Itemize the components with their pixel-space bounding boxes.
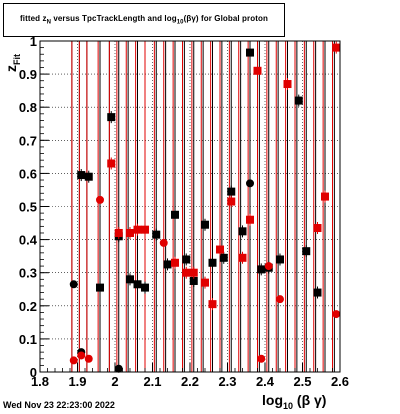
x-axis-label: log10 (β γ) — [262, 392, 327, 411]
grid-lines — [40, 41, 340, 372]
red-data-point — [332, 310, 341, 319]
y-tick-label: 0.7 — [19, 133, 37, 148]
error-bars — [71, 41, 335, 372]
red-data-point — [159, 238, 168, 247]
chart-title: fitted zN versus TpcTrackLength and log1… — [19, 14, 268, 26]
x-tick-label: 1.8 — [31, 374, 49, 389]
y-tick-label: 0.9 — [19, 67, 37, 82]
x-tick-label: 2.6 — [331, 374, 349, 389]
red-data-point — [69, 356, 78, 365]
tick-labels: 1.8 1.9 2 2.1 2.2 2.3 2.4 2.5 2.6 0 0.1 0.2 0.3 0.4 0.… — [19, 34, 349, 389]
data-points — [69, 41, 341, 373]
x-tick-label: 2.4 — [256, 374, 275, 389]
y-tick-label: 0.1 — [19, 332, 37, 347]
y-tick-label: 0.8 — [19, 100, 37, 115]
black-data-point — [246, 179, 254, 188]
x-tick-label: 2.1 — [143, 374, 161, 389]
axis-ticks — [39, 40, 341, 373]
y-tick-label: 0.5 — [19, 200, 37, 215]
red-data-point — [257, 354, 266, 363]
x-tick-label: 1.9 — [68, 374, 86, 389]
y-tick-label: 1 — [30, 34, 37, 49]
y-tick-label: 0.6 — [19, 166, 37, 181]
y-tick-label: 0.2 — [19, 299, 37, 314]
red-data-point — [264, 262, 273, 271]
y-tick-label: 0 — [30, 365, 37, 380]
x-tick-label: 2 — [111, 374, 118, 389]
x-tick-label: 2.2 — [181, 374, 199, 389]
black-data-point — [114, 364, 123, 373]
y-tick-label: 0.4 — [19, 233, 38, 248]
red-data-point — [77, 351, 86, 360]
title-box: fitted zN versus TpcTrackLength and log1… — [3, 3, 285, 37]
y-tick-label: 0.3 — [19, 266, 37, 281]
red-data-point — [96, 195, 104, 204]
red-data-point — [84, 354, 93, 363]
red-data-point — [276, 295, 284, 304]
x-tick-label: 2.5 — [293, 374, 311, 389]
x-tick-label: 2.3 — [218, 374, 236, 389]
timestamp: Wed Nov 23 22:23:00 2022 — [3, 400, 115, 410]
black-data-point — [69, 280, 78, 289]
y-axis-label: zFit — [3, 54, 22, 72]
